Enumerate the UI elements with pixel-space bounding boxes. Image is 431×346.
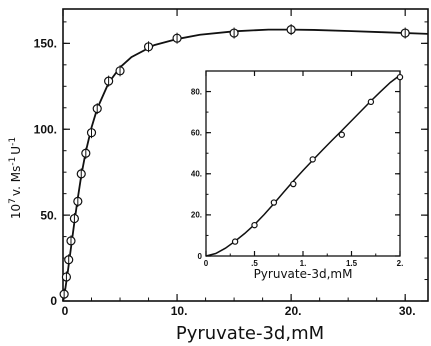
x-tick-label: 0 bbox=[62, 304, 69, 318]
inset-x-tick-label: .5 bbox=[251, 259, 258, 268]
inset-y-tick-label: 40. bbox=[191, 170, 202, 179]
inset-data-point bbox=[338, 131, 345, 138]
inset-data-point bbox=[396, 73, 404, 81]
x-tick-label: 30. bbox=[399, 304, 416, 318]
y-tick-label: 0 bbox=[50, 294, 57, 308]
inset-y-tick-label: 80. bbox=[191, 87, 202, 96]
inset-data-point bbox=[251, 221, 258, 229]
y-tick-label: 100. bbox=[34, 122, 57, 136]
y-axis-title-tail: U bbox=[9, 146, 23, 155]
inset-plot: 0 .5 1. 1.5 2. 0 20. 40. 60. 80. bbox=[191, 70, 404, 268]
inset-data-point bbox=[290, 180, 297, 188]
y-axis-title-exp: 7 bbox=[8, 198, 18, 204]
svg-text:107v. Ms-1U-1: 107v. Ms-1U-1 bbox=[8, 137, 23, 219]
inset-data-point bbox=[270, 199, 278, 206]
y-axis-title: 107v. Ms-1U-1 bbox=[8, 137, 23, 219]
y-axis-title-sup1: -1 bbox=[8, 157, 18, 166]
y-axis-title-text: v. Ms bbox=[9, 166, 23, 196]
y-axis-title-sup2: -1 bbox=[8, 137, 18, 146]
x-tick-label: 10. bbox=[171, 304, 188, 318]
inset-data-point bbox=[231, 238, 239, 245]
inset-y-tick-label: 0 bbox=[198, 252, 203, 261]
inset-x-tick-label: 2. bbox=[397, 259, 404, 268]
inset-x-tick-label: 0 bbox=[204, 259, 209, 268]
inset-plot-frame bbox=[205, 70, 401, 257]
inset-data-point bbox=[309, 156, 316, 163]
inset-y-tick-label: 20. bbox=[191, 211, 202, 220]
inset-fit-curve bbox=[205, 74, 401, 257]
inset-y-tick-label: 60. bbox=[191, 128, 202, 137]
y-tick-label: 50. bbox=[40, 208, 57, 222]
inset-x-tick-label: 1.5 bbox=[346, 259, 358, 268]
y-tick-label: 150. bbox=[34, 37, 57, 51]
x-tick-label: 20. bbox=[285, 304, 302, 318]
inset-data-point bbox=[367, 98, 375, 106]
inset-x-tick-label: 1. bbox=[300, 259, 307, 268]
x-axis-title: Pyruvate-3d,mM bbox=[176, 323, 324, 344]
inset-x-axis-title: Pyruvate-3d,mM bbox=[254, 267, 353, 281]
y-axis-title-base: 10 bbox=[9, 204, 23, 219]
